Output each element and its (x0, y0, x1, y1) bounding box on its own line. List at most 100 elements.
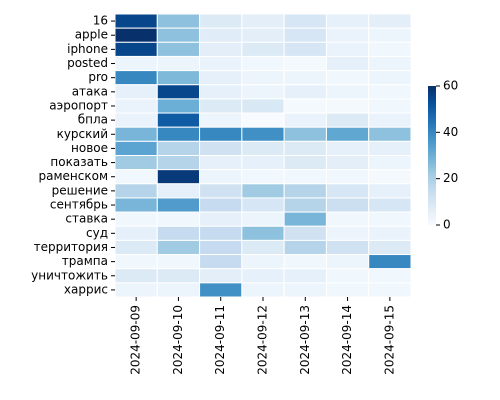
heatmap-cell (199, 112, 243, 128)
heatmap-cell (368, 254, 412, 270)
heatmap-cell (241, 239, 285, 256)
heatmap-cell (199, 155, 243, 171)
heatmap-cell (114, 70, 158, 86)
heatmap-cell (241, 254, 285, 270)
heatmap-cell (156, 55, 201, 72)
y-tick-label: курский (57, 127, 108, 141)
y-tick-label: сентябрь (50, 198, 108, 212)
x-tick-label: 2024-09-13 (298, 305, 312, 375)
heatmap-cell (325, 211, 370, 227)
heatmap-cell (241, 268, 285, 284)
heatmap-cell (325, 140, 370, 157)
heatmap-cell (199, 239, 243, 256)
heatmap-cell (199, 282, 243, 298)
heatmap-cell (114, 211, 158, 227)
heatmap-cell (199, 211, 243, 227)
heatmap-cell (114, 41, 158, 57)
heatmap-cell (114, 112, 158, 128)
heatmap-cell (325, 268, 370, 284)
colorbar-tick-label: 0 (443, 218, 451, 232)
heatmap-cell (114, 84, 158, 100)
heatmap-cell (114, 183, 158, 199)
heatmap-cell (114, 155, 158, 171)
colorbar-tick-label: 40 (443, 125, 458, 139)
heatmap-cell (241, 225, 285, 241)
heatmap-cell (199, 126, 243, 142)
heatmap-cell (283, 211, 327, 227)
heatmap-cell (199, 197, 243, 213)
heatmap-cell (241, 55, 285, 72)
heatmap-cell (156, 112, 201, 128)
y-tick-label: pro (88, 70, 108, 84)
heatmap-cell (368, 183, 412, 199)
heatmap-cell (283, 55, 327, 72)
heatmap-cell (283, 126, 327, 142)
heatmap-cell (325, 27, 370, 43)
heatmap-cell (114, 169, 158, 185)
heatmap-cell (114, 98, 158, 114)
heatmap-cell (283, 254, 327, 270)
heatmap-cell (368, 27, 412, 43)
x-tick-label: 2024-09-09 (129, 305, 143, 375)
y-tick-label: показать (50, 155, 108, 169)
y-tick-label: уничтожить (31, 268, 108, 282)
heatmap-cell (368, 282, 412, 298)
heatmap-cell (114, 126, 158, 142)
heatmap-cell (241, 70, 285, 86)
heatmap-cell (368, 41, 412, 57)
y-tick-label: решение (52, 183, 108, 197)
y-tick-label: posted (67, 56, 108, 70)
heatmap-cell (325, 155, 370, 171)
heatmap-cell (156, 211, 201, 227)
heatmap-cell (241, 112, 285, 128)
heatmap-cell (156, 126, 201, 142)
heatmap-cell (199, 140, 243, 157)
heatmap-cell (114, 55, 158, 72)
y-tick-label: суд (86, 226, 108, 240)
y-tick-label: 16 (93, 14, 108, 28)
heatmap-cell (199, 254, 243, 270)
heatmap-cell (199, 225, 243, 241)
heatmap-cell (283, 282, 327, 298)
heatmap-cell (114, 27, 158, 43)
heatmap-cell (199, 98, 243, 114)
heatmap-cell (241, 140, 285, 157)
heatmap-cell (283, 197, 327, 213)
heatmap-cell (325, 282, 370, 298)
heatmap-cell (325, 183, 370, 199)
heatmap-cell (156, 225, 201, 241)
heatmap-cell (199, 268, 243, 284)
heatmap-cell (241, 282, 285, 298)
y-tick-label: аэропорт (49, 98, 108, 112)
heatmap-cell (114, 225, 158, 241)
heatmap-cell (241, 169, 285, 185)
heatmap-cell (283, 27, 327, 43)
heatmap-cell (241, 155, 285, 171)
heatmap-cell (368, 70, 412, 86)
colorbar (428, 86, 436, 225)
heatmap-cell (283, 98, 327, 114)
heatmap-cell (199, 70, 243, 86)
heatmap-cell (241, 41, 285, 57)
heatmap-cell (199, 183, 243, 199)
heatmap-cell (368, 140, 412, 157)
heatmap-cell (156, 13, 201, 29)
heatmap-cell (199, 13, 243, 29)
heatmap-cell (156, 183, 201, 199)
heatmap-cell (368, 225, 412, 241)
heatmap-cell (368, 112, 412, 128)
heatmap-cell (368, 197, 412, 213)
heatmap-cell (114, 13, 158, 29)
x-tick-label: 2024-09-15 (382, 305, 396, 375)
heatmap-cell (199, 55, 243, 72)
heatmap-cell (114, 254, 158, 270)
heatmap-cell (241, 197, 285, 213)
heatmap-cell (368, 155, 412, 171)
heatmap-cell (241, 84, 285, 100)
heatmap-cell (368, 211, 412, 227)
heatmap-cell (241, 183, 285, 199)
heatmap-cell (241, 13, 285, 29)
y-tick-label: ставка (65, 212, 108, 226)
heatmap-cell (156, 27, 201, 43)
